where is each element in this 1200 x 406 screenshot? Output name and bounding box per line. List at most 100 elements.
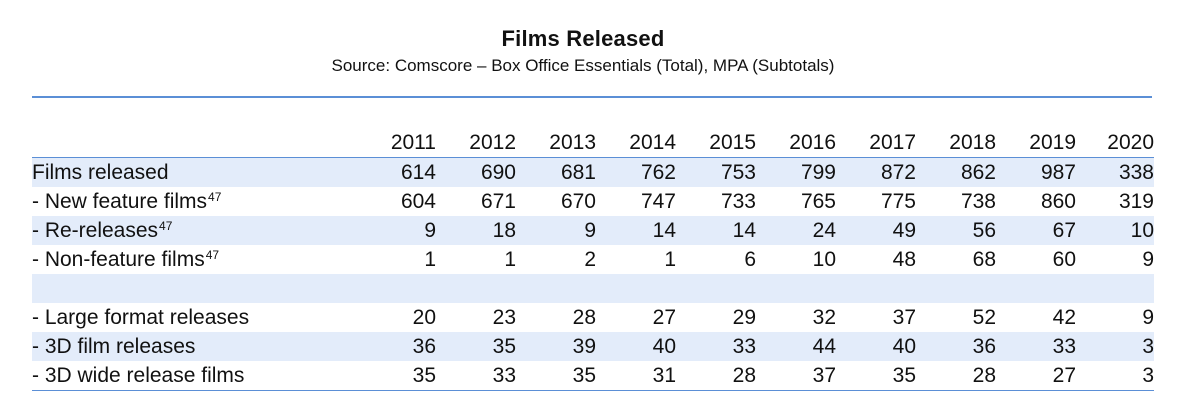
table-cell: 9: [1142, 306, 1154, 329]
table-cell: 860: [1040, 190, 1076, 213]
table-cell: 32: [812, 306, 836, 329]
table-cell: [1076, 274, 1154, 303]
table-cell: 68: [972, 248, 996, 271]
table-cell: 14: [596, 216, 676, 245]
footnote-marker: 47: [205, 248, 220, 262]
table-cell: 10: [1076, 216, 1154, 245]
row-label-text: - Non-feature films: [32, 248, 205, 271]
table-cell: [516, 274, 596, 303]
table-cell: 35: [516, 361, 596, 391]
footnote-marker: 47: [208, 190, 222, 204]
table-cell: 40: [596, 332, 676, 361]
table-cell: 765: [800, 190, 836, 213]
table-cell: 614: [356, 157, 436, 187]
table-cell: [356, 274, 436, 303]
table-cell: 799: [756, 157, 836, 187]
table-cell: 872: [836, 157, 916, 187]
table-cell: 604: [400, 190, 436, 213]
table-cell: 690: [436, 157, 516, 187]
row-label-text: - Large format releases: [32, 306, 250, 329]
row-label: - Large format releases: [32, 303, 356, 332]
year-header-row: 2011 2012 2013 2014 2015 2016 2017 2018 2019 2020: [32, 128, 1154, 158]
row-label-text: - 3D film releases: [32, 335, 196, 358]
table-cell: 670: [560, 190, 596, 213]
row-label-header: [32, 128, 356, 158]
table-cell: 9: [516, 216, 596, 245]
table-row: - 3D film releases 36 35 39 40 33 44 40 36 33 3: [32, 332, 1154, 361]
row-label: Films released: [32, 157, 356, 187]
table-cell: 24: [756, 216, 836, 245]
row-label-text: - Re-releases: [32, 219, 159, 242]
row-label: - 3D film releases: [32, 332, 356, 361]
table-cell: 28: [572, 306, 596, 329]
table-cell: 681: [516, 157, 596, 187]
table-cell: [916, 274, 996, 303]
table-row: - Large format releases 20 23 28 27 29 32 37 52 4…: [32, 303, 1154, 332]
table-cell: [676, 274, 756, 303]
table-row: - Re-releases47 9 18 9 14 14 24 49 56 67 10: [32, 216, 1154, 245]
table-cell: 10: [812, 248, 836, 271]
table-cell: 1: [424, 248, 436, 271]
table-cell: 1: [664, 248, 676, 271]
table-cell: 67: [996, 216, 1076, 245]
table-cell: 747: [640, 190, 676, 213]
table-cell: 37: [756, 361, 836, 391]
table-cell: [756, 274, 836, 303]
table-cell: 33: [676, 332, 756, 361]
table-cell: [596, 274, 676, 303]
table-cell: 56: [916, 216, 996, 245]
table-cell: 2: [584, 248, 596, 271]
row-label: - Non-feature films47: [32, 245, 356, 274]
table-cell: 28: [676, 361, 756, 391]
year-header-2013: 2013: [549, 131, 596, 154]
row-label: - 3D wide release films: [32, 361, 356, 391]
table-cell: 28: [916, 361, 996, 391]
table-cell: 762: [596, 157, 676, 187]
table-cell: 36: [356, 332, 436, 361]
table-title: Films Released: [501, 26, 665, 51]
year-header-2017: 2017: [869, 131, 916, 154]
row-label: - New feature films47: [32, 187, 356, 216]
row-label-text: - 3D wide release films: [32, 364, 245, 387]
year-header-2015: 2015: [709, 131, 756, 154]
table-cell: 671: [480, 190, 516, 213]
table-cell: 775: [880, 190, 916, 213]
table-cell: 338: [1076, 157, 1154, 187]
table-cell: 9: [1142, 248, 1154, 271]
table-cell: [836, 274, 916, 303]
table-cell: 40: [836, 332, 916, 361]
table-row: Films released 614 690 681 762 753 799 872 862 98…: [32, 157, 1154, 187]
table-cell: 35: [436, 332, 516, 361]
table-cell: 9: [356, 216, 436, 245]
table-row: - 3D wide release films 35 33 35 31 28 37 35 28 2…: [32, 361, 1154, 391]
table-cell: 23: [492, 306, 516, 329]
table-cell: 1: [504, 248, 516, 271]
table-cell: 3: [1076, 332, 1154, 361]
table-cell: 35: [836, 361, 916, 391]
table-cell: 33: [436, 361, 516, 391]
footnote-marker: 47: [159, 219, 173, 233]
table-row: [32, 274, 1154, 303]
table-cell: 862: [916, 157, 996, 187]
table-cell: 987: [996, 157, 1076, 187]
table-cell: 44: [756, 332, 836, 361]
table-cell: 20: [412, 306, 436, 329]
table-cell: 36: [916, 332, 996, 361]
table-cell: 738: [960, 190, 996, 213]
table-cell: 39: [516, 332, 596, 361]
table-cell: 27: [652, 306, 676, 329]
table-cell: 60: [1052, 248, 1076, 271]
films-released-table: 2011 2012 2013 2014 2015 2016 2017 2018 2019 2020…: [32, 128, 1154, 391]
table-cell: 35: [356, 361, 436, 391]
table-cell: [996, 274, 1076, 303]
table-cell: 31: [596, 361, 676, 391]
header-divider: [32, 96, 1152, 98]
table-cell: 49: [836, 216, 916, 245]
year-header-2012: 2012: [469, 131, 516, 154]
table-cell: 48: [892, 248, 916, 271]
table-cell: 319: [1118, 190, 1154, 213]
year-header-2020: 2020: [1107, 131, 1154, 154]
year-header-2014: 2014: [629, 131, 676, 154]
table-cell: 3: [1076, 361, 1154, 391]
